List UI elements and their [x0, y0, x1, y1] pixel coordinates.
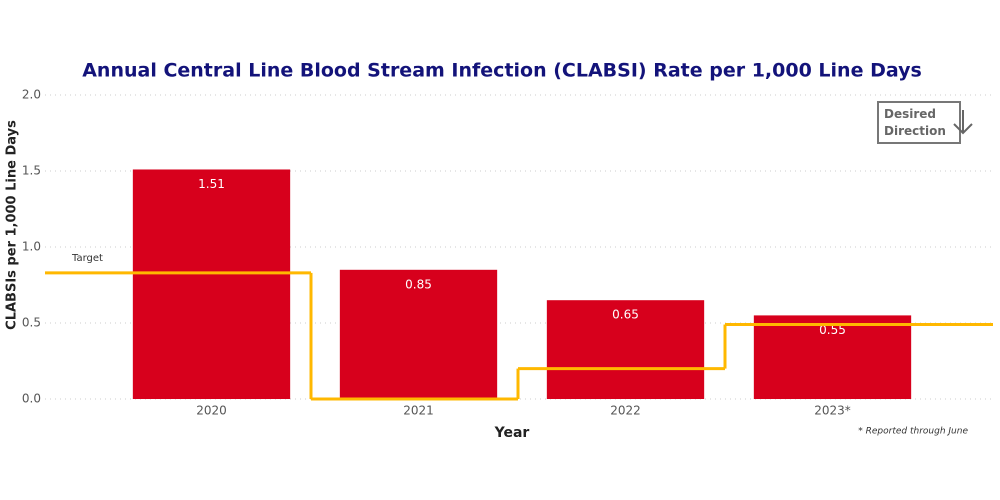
data-label: 0.85: [405, 277, 432, 291]
direction-arrow: [953, 110, 973, 135]
data-label: 1.51: [198, 177, 225, 191]
x-tick-label: 2023*: [814, 404, 851, 418]
chart-title: Annual Central Line Blood Stream Infecti…: [82, 60, 922, 82]
y-tick-label: 0.0: [22, 392, 41, 406]
data-label: 0.55: [819, 323, 846, 337]
x-tick-label: 2021: [403, 404, 434, 418]
y-axis-label: CLABSIs per 1,000 Line Days: [5, 120, 20, 330]
data-label: 0.65: [612, 308, 639, 322]
y-tick-label: 1.0: [22, 240, 41, 254]
target-label: Target: [71, 253, 103, 264]
bar: [339, 269, 498, 399]
bar: [546, 300, 705, 399]
y-tick-label: 0.5: [22, 316, 41, 330]
direction-label: Desired Direction: [884, 107, 946, 138]
x-tick-label: 2020: [196, 404, 227, 418]
y-tick-label: 2.0: [22, 88, 41, 102]
x-tick-label: 2022: [610, 404, 641, 418]
bar: [753, 315, 912, 399]
y-tick-label: 1.5: [22, 164, 41, 178]
direction-box: [877, 101, 961, 144]
bar: [132, 169, 291, 399]
footnote: * Reported through June: [858, 427, 968, 437]
x-axis-label: Year: [494, 425, 530, 441]
